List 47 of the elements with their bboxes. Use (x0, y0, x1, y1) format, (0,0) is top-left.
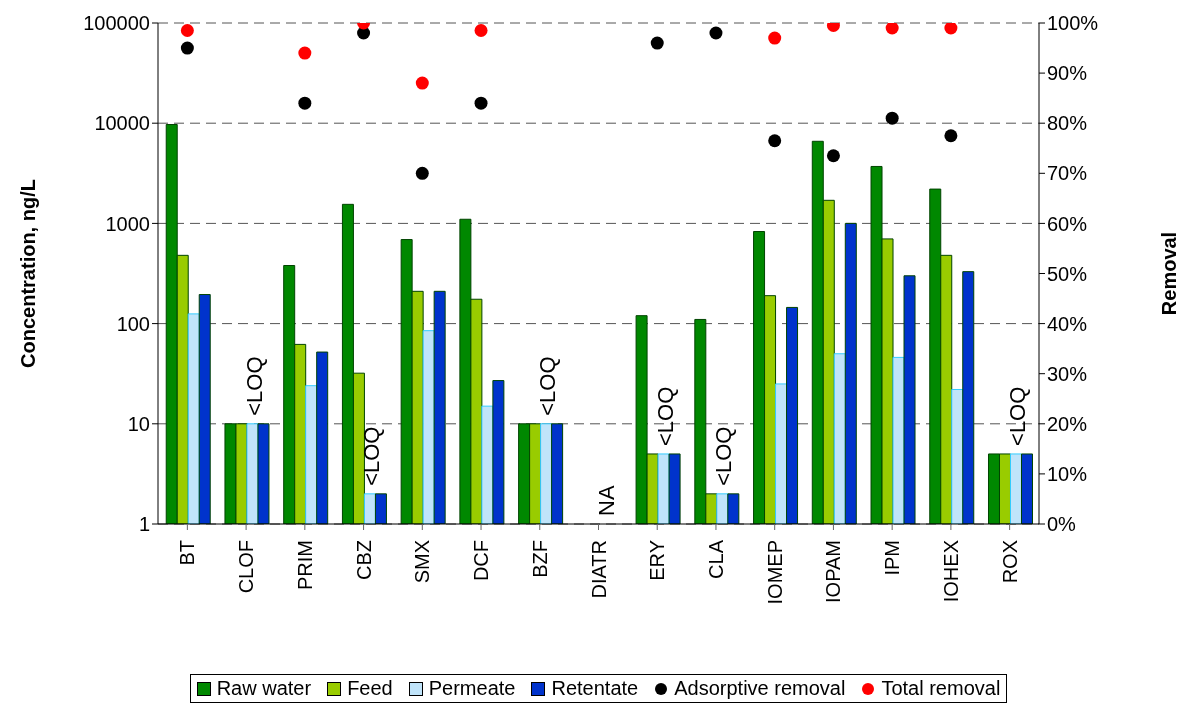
x-tick-label: SMX (411, 540, 434, 584)
x-tick-label: IOPAM (822, 540, 845, 603)
x-tick-label: BT (176, 540, 199, 566)
y2-tick-label: 10% (1047, 463, 1088, 485)
annotation: <LOQ (652, 386, 678, 446)
y-tick-label: 100 (116, 312, 150, 335)
y2-tick-label: 20% (1047, 412, 1088, 435)
annotation: <LOQ (359, 426, 385, 486)
y2-tick-label: 80% (1047, 112, 1088, 135)
legend-label: Total removal (881, 677, 1001, 700)
y2-tick-label: 30% (1047, 362, 1088, 385)
x-tick-label: BZF (528, 540, 551, 578)
legend-label: Feed (347, 677, 393, 700)
x-tick-label: IPM (881, 540, 904, 576)
y2-tick-label: 60% (1047, 212, 1088, 235)
annotation: <LOQ (1005, 386, 1031, 446)
x-tick-label: CBZ (352, 540, 375, 580)
x-tick-label: ROX (998, 540, 1021, 584)
y2-tick-label: 90% (1047, 62, 1088, 85)
x-tick-label: CLOF (235, 540, 258, 594)
annotation: <LOQ (535, 356, 561, 416)
y2-axis-title: Removal (1158, 231, 1181, 316)
annotation: <LOQ (711, 426, 737, 486)
y-tick-label: 100000 (83, 12, 150, 35)
y2-tick-label: 0% (1047, 513, 1077, 536)
annotation: <LOQ (241, 356, 267, 416)
x-tick-label: DCF (470, 540, 493, 582)
y-tick-label: 1000 (105, 212, 150, 235)
legend-label: Permeate (428, 677, 516, 700)
y2-tick-label: 50% (1047, 262, 1088, 285)
x-tick-label: CLA (704, 539, 727, 579)
y-tick-label: 10 (127, 412, 150, 435)
x-tick-label: DIATR (587, 540, 610, 599)
y-tick-label: 10000 (94, 112, 150, 135)
y-axis-title: Concentration, ng/L (17, 179, 40, 368)
legend-label: Raw water (216, 677, 312, 700)
x-tick-label: PRIM (293, 540, 316, 590)
y-tick-label: 1 (138, 513, 150, 536)
annotation: NA (594, 485, 619, 516)
legend-label: Retentate (551, 677, 639, 700)
x-tick-label: IOMEP (763, 540, 786, 605)
y2-tick-label: 70% (1047, 162, 1088, 185)
x-tick-label: ERY (646, 540, 669, 581)
x-tick-label: IOHEX (939, 540, 962, 603)
legend-label: Adsorptive removal (674, 677, 846, 700)
y2-tick-label: 100% (1047, 12, 1099, 35)
y2-tick-label: 40% (1047, 312, 1088, 335)
